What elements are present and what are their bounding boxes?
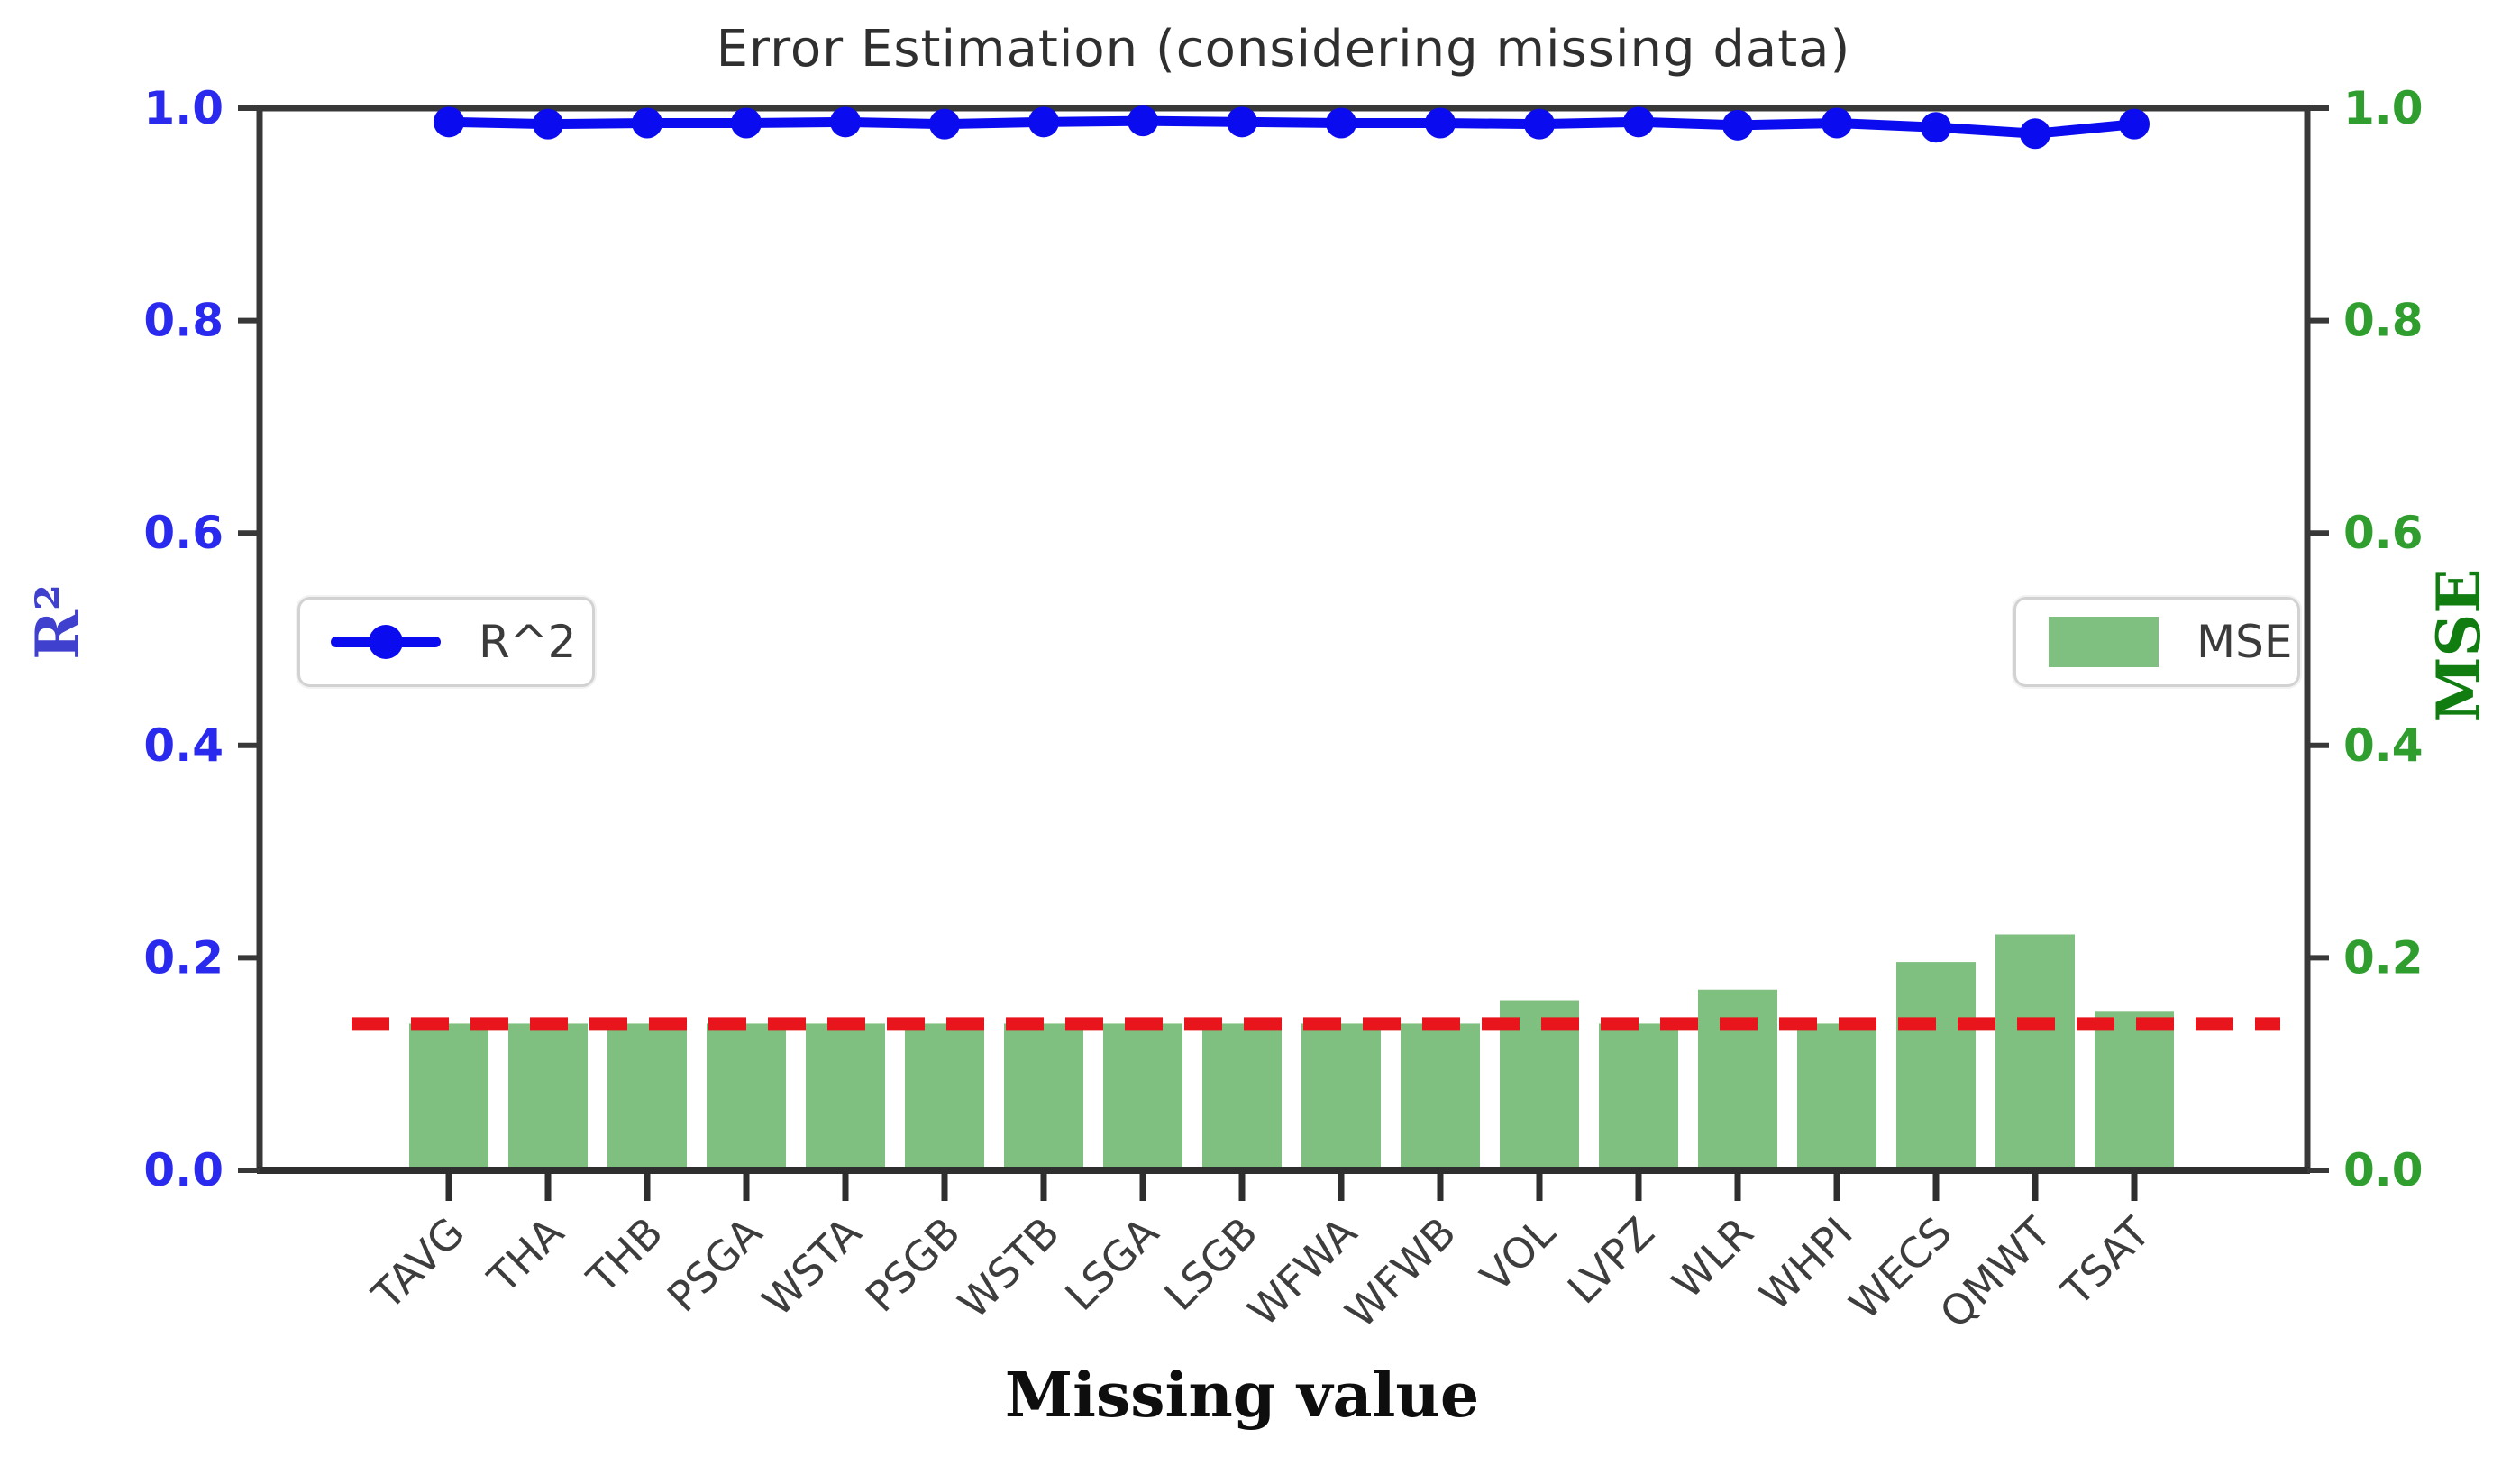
left-tick-label: 0.0 — [143, 1144, 224, 1196]
x-tick-label-PSGA: PSGA — [658, 1207, 772, 1321]
mse-bar-WFWB — [1401, 1023, 1480, 1170]
mse-bar-THB — [607, 1023, 687, 1170]
mse-bar-LVPZ — [1599, 1023, 1678, 1170]
r2-marker-PSGB — [929, 108, 960, 140]
mse-bar-TSAT — [2095, 1011, 2174, 1170]
mse-bar-WLR — [1698, 989, 1777, 1170]
mse-bar-QMWT — [1995, 934, 2075, 1170]
right-tick-label: 1.0 — [2343, 82, 2424, 134]
x-axis-label: Missing value — [1004, 1360, 1480, 1432]
r2-marker-WFWA — [1326, 107, 1356, 139]
legend-mse-label: MSE — [2196, 616, 2293, 668]
legend-mse-swatch — [2049, 617, 2159, 667]
x-tick-label-VOL: VOL — [1471, 1207, 1565, 1301]
right-axis-label-text: MSE — [2424, 568, 2494, 723]
r2-marker-WFWB — [1425, 107, 1456, 139]
r2-marker-WSTA — [830, 106, 861, 138]
right-tick-label: 0.4 — [2343, 719, 2424, 772]
mse-bar-PSGB — [905, 1023, 984, 1170]
x-tick-label-TAVG: TAVG — [362, 1208, 474, 1320]
x-tick-label-WHPI: WHPI — [1750, 1208, 1862, 1320]
legend-r2-label: R^2 — [479, 616, 577, 668]
x-tick-label-PSGB: PSGB — [856, 1208, 970, 1322]
r2-marker-WECS — [1921, 112, 1951, 143]
left-tick-label: 1.0 — [143, 82, 224, 134]
right-tick-label: 0.2 — [2343, 931, 2424, 984]
r2-marker-WHPI — [1822, 107, 1852, 139]
x-tick-label-WSTA: WSTA — [753, 1207, 871, 1325]
legend-circle-marker-icon — [369, 625, 403, 659]
r2-marker-TSAT — [2119, 108, 2150, 140]
x-tick-label-WFWB: WFWB — [1336, 1208, 1465, 1338]
legend-r2-marker-icon — [331, 624, 441, 660]
r2-marker-LVPZ — [1623, 106, 1654, 138]
mse-bar-LSGB — [1202, 1023, 1282, 1170]
mse-bar-WSTA — [806, 1023, 885, 1170]
x-tick-label-LVPZ: LVPZ — [1558, 1208, 1664, 1314]
right-tick-label: 0.8 — [2343, 295, 2424, 347]
r2-marker-WLR — [1722, 109, 1753, 141]
chart-title: Error Estimation (considering missing da… — [716, 20, 1851, 78]
mse-bar-WECS — [1896, 962, 1976, 1170]
r2-marker-THB — [632, 107, 662, 139]
left-tick-label: 0.8 — [143, 295, 224, 347]
left-tick-label: 0.2 — [143, 931, 224, 984]
legend-r2: R^2 — [297, 597, 595, 687]
mse-bar-LSGA — [1103, 1023, 1182, 1170]
left-axis-label-text: R² — [23, 584, 93, 660]
x-tick-label-LSGA: LSGA — [1055, 1207, 1168, 1320]
legend-mse: MSE — [2013, 597, 2300, 687]
r2-marker-PSGA — [731, 107, 762, 139]
r2-marker-TAVG — [434, 106, 464, 138]
r2-marker-LSGB — [1227, 106, 1257, 138]
x-tick-label-WLR: WLR — [1663, 1208, 1763, 1308]
mse-bar-THA — [508, 1023, 588, 1170]
r2-marker-QMWT — [2020, 118, 2050, 150]
r2-marker-THA — [533, 108, 563, 140]
x-tick-label-THB: THB — [577, 1208, 672, 1304]
mse-bar-WHPI — [1797, 1023, 1876, 1170]
r2-line — [443, 115, 2140, 139]
r2-marker-WSTB — [1028, 106, 1059, 138]
right-tick-label: 0.0 — [2343, 1144, 2424, 1196]
left-tick-label: 0.4 — [143, 719, 224, 772]
x-tick-label-WSTB: WSTB — [949, 1208, 1069, 1328]
right-tick-label: 0.6 — [2343, 507, 2424, 559]
x-tick-label-WFWA: WFWA — [1238, 1207, 1366, 1335]
mse-bar-WSTB — [1004, 1023, 1083, 1170]
mse-bar-TAVG — [409, 1023, 488, 1170]
mse-bar-WFWA — [1301, 1023, 1381, 1170]
r2-marker-VOL — [1524, 108, 1555, 140]
left-tick-label: 0.6 — [143, 507, 224, 559]
x-tick-label-TSAT: TSAT — [2051, 1207, 2159, 1315]
x-tick-label-THA: THA — [478, 1207, 573, 1303]
x-tick-label-QMWT: QMWT — [1931, 1207, 2061, 1338]
mse-bar-PSGA — [707, 1023, 786, 1170]
r2-marker-LSGA — [1128, 105, 1158, 137]
